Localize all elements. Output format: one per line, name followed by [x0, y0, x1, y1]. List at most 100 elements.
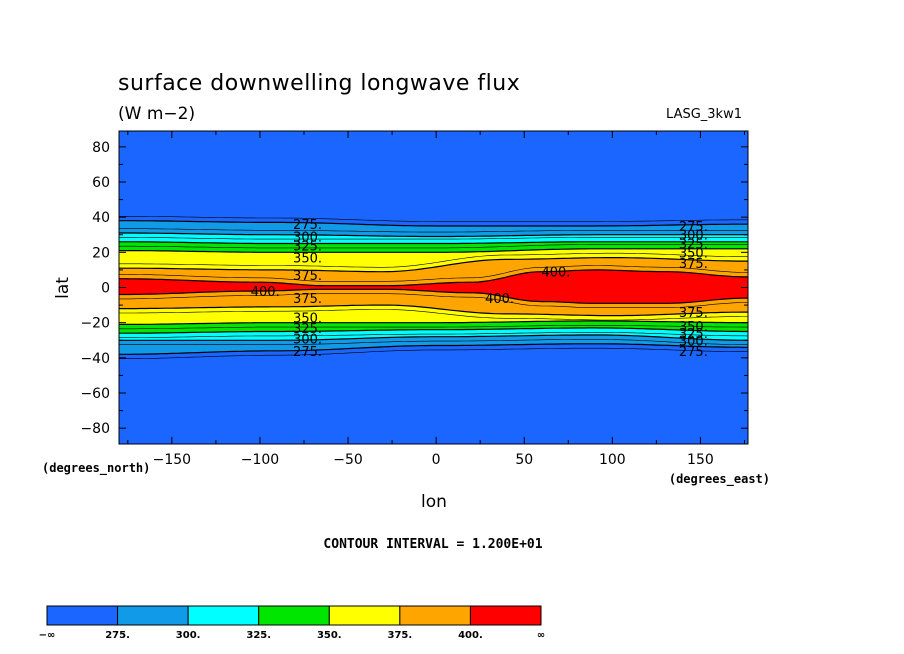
y-tick-label: 0 [101, 281, 110, 297]
contour-label: 275. [293, 218, 322, 233]
x-tick-label: −50 [333, 452, 363, 468]
contour-line-375-south [119, 304, 748, 317]
contour-label-text: 400. [251, 285, 280, 300]
contour-label-text: 325. [293, 239, 322, 254]
y-tick-label: −20 [80, 316, 110, 332]
colorbar-swatch [187, 605, 260, 626]
contour-label-text: 275. [679, 220, 708, 235]
contour-interval-text: CONTOUR INTERVAL = 1.200E+01 [323, 537, 542, 552]
x-axis: −150 −100 −50 0 50 100 150 [127, 131, 745, 468]
contour-line-400-south [119, 288, 748, 304]
colorbar-swatch [46, 605, 119, 626]
contour-label-text: 325. [679, 327, 708, 342]
contour-label-text: 350. [293, 311, 322, 326]
y-tick-label: 80 [92, 140, 110, 156]
colorbar-swatch [469, 605, 542, 626]
contour-minor-300-south [119, 339, 748, 345]
colorbar-label: ∞ [537, 630, 545, 641]
contour-label: 300. [679, 229, 708, 244]
contour-label: 300. [679, 334, 708, 349]
contour-label-text: 300. [679, 334, 708, 349]
y-tick-label: −60 [80, 386, 110, 402]
contour-line-325-north [119, 241, 748, 245]
contour-minor-375-north [119, 252, 748, 268]
contour-minor-275-south [119, 347, 748, 359]
contour-line-325-south [119, 327, 748, 334]
contour-minor-400-north [119, 265, 749, 282]
colorbar-swatch [328, 605, 401, 626]
contour-label: 375. [679, 306, 708, 321]
contour-label: 325. [293, 322, 322, 337]
contour-line-300-south [119, 334, 749, 341]
y-tick-label: 20 [92, 245, 110, 261]
y-tick-label: 60 [92, 175, 110, 191]
colorbar-label: 275. [105, 630, 130, 641]
colorbar-label: 400. [458, 630, 483, 641]
colorbar-label: 350. [317, 630, 342, 641]
contour-line-275-south [119, 343, 748, 355]
contour-label-text: 275. [293, 345, 322, 360]
contour-line-275-north [119, 220, 748, 227]
colorbar-swatch [258, 605, 330, 626]
contour-label-text: 375. [679, 306, 708, 321]
y-axis-title: lat [53, 277, 73, 299]
contour-label: 325. [679, 327, 708, 342]
contour-label-text: 325. [293, 322, 322, 337]
contour-label: 375. [293, 269, 322, 284]
contour-label: 275. [293, 345, 322, 360]
contour-label: 400. [251, 285, 280, 300]
contour-label-text: 375. [293, 292, 322, 307]
y-tick-label: −80 [80, 421, 110, 437]
colorbar: −∞ 275. 300. 325. 350. 375. 400. ∞ [39, 605, 545, 641]
contour-label-text: 350. [679, 320, 708, 335]
contour-label: 350. [293, 252, 322, 267]
contour-label: 300. [293, 332, 322, 347]
contour-label: 375. [293, 292, 322, 307]
contour-line-400-north [119, 269, 748, 287]
x-tick-label: 100 [599, 452, 626, 468]
contour-label: 400. [485, 292, 514, 307]
contour-label-text: 375. [679, 257, 708, 272]
contour-lines [119, 216, 749, 359]
x-tick-label: −150 [153, 452, 191, 468]
contour-label-text: 400. [485, 292, 514, 307]
contour-labels: 275.300.325.350.375.400. 375.350.325.300.… [251, 218, 708, 360]
contour-label-text: 325. [679, 238, 708, 253]
colorbar-swatch [117, 605, 189, 626]
model-label: LASG_3kw1 [666, 107, 742, 122]
x-tick-label: 50 [515, 452, 533, 468]
contour-label: 350. [679, 246, 708, 261]
y-tick-label: −40 [80, 351, 110, 367]
contour-label-text: 350. [679, 246, 708, 261]
contour-line-300-north [119, 232, 748, 238]
contour-label: 375. [679, 257, 708, 272]
field-band-400 [119, 269, 748, 304]
contour-minor-375-south [119, 309, 748, 321]
contour-label: 325. [679, 238, 708, 253]
colorbar-label: 300. [176, 630, 201, 641]
contour-line-350-north [119, 248, 748, 253]
plot-area [119, 131, 748, 444]
contour-minor-350-north [119, 244, 748, 249]
x-tick-label: 0 [432, 452, 441, 468]
contour-label: 275. [679, 345, 708, 360]
contour-label: 350. [679, 320, 708, 335]
contour-label: 350. [293, 311, 322, 326]
contour-label-text: 375. [293, 269, 322, 284]
x-tick-label: −100 [241, 452, 279, 468]
contour-line-350-south [119, 320, 748, 325]
contour-label-text: 300. [293, 332, 322, 347]
x-unit-label: (degrees_east) [669, 472, 770, 487]
units-label: (W m−2) [118, 104, 195, 124]
contour-label: 300. [293, 231, 322, 246]
colorbar-label: −∞ [39, 630, 56, 641]
contour-minor-325-south [119, 332, 749, 338]
y-tick-label: 40 [92, 210, 110, 226]
colorbar-swatch [399, 605, 471, 626]
x-axis-title: lon [421, 492, 447, 512]
y-axis: 80 60 40 20 0 −20 −40 −60 −80 [80, 140, 748, 437]
colorbar-label: 375. [388, 630, 413, 641]
contour-label-text: 300. [679, 229, 708, 244]
contour-label-text: 300. [293, 231, 322, 246]
